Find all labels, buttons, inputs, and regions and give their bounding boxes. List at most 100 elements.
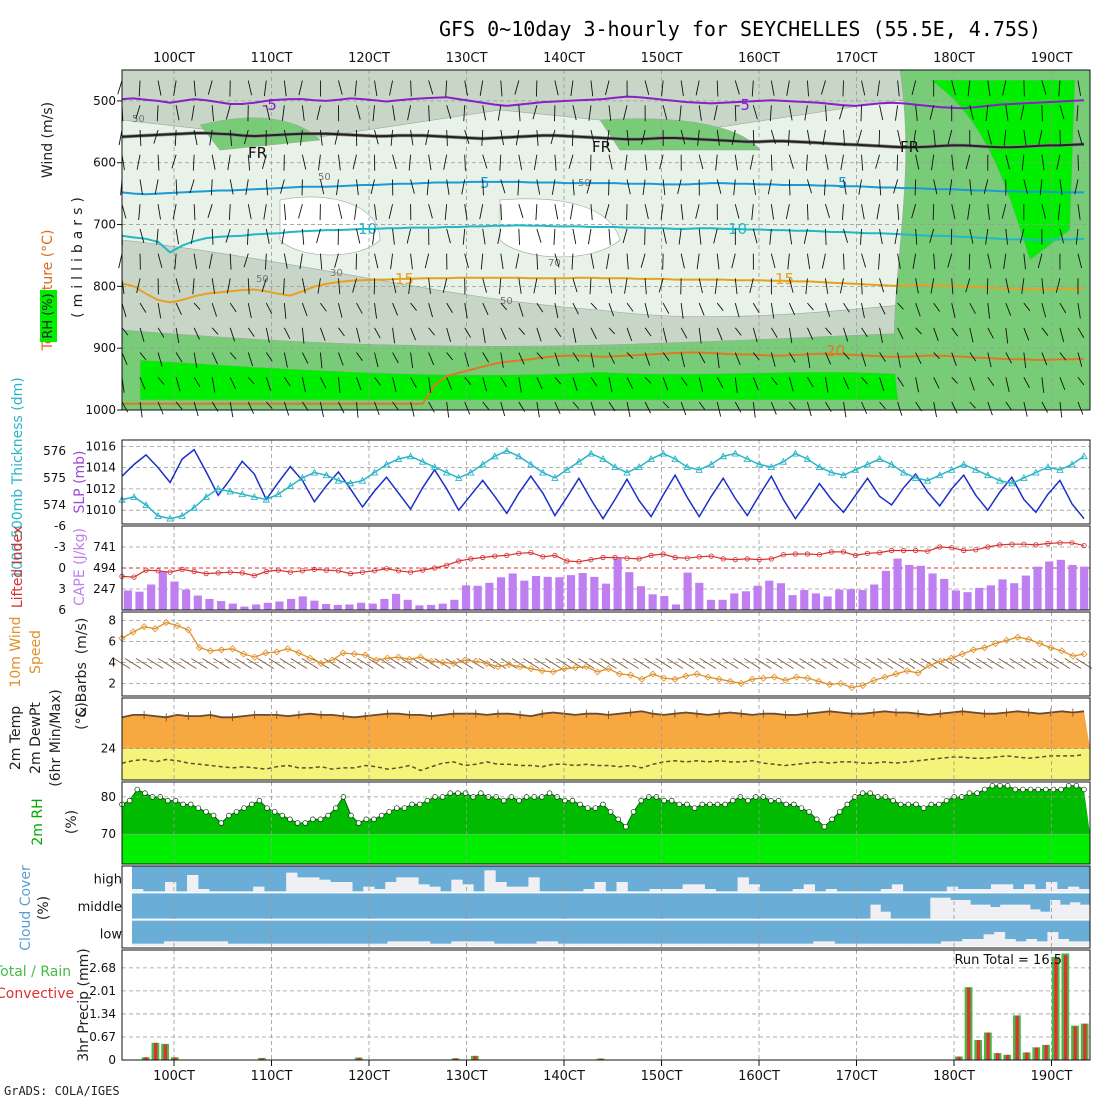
cloud-bar-low	[739, 944, 750, 946]
cape-bar	[334, 605, 342, 610]
wind-barb	[753, 130, 754, 146]
cape-bar	[893, 559, 901, 610]
slp-tick-label: 1010	[85, 503, 116, 517]
time-label-top: 120CT	[348, 51, 390, 66]
wind-barb	[897, 155, 898, 171]
cloud-bar-low	[419, 941, 430, 946]
cloud-bar-high	[892, 884, 903, 891]
contour-label: 15	[395, 270, 414, 288]
rh2m-marker	[921, 806, 926, 811]
ylabel-convective: Convective	[0, 986, 74, 1002]
cloud-bar-high	[738, 877, 749, 891]
cape-bar	[754, 586, 762, 610]
ylabel-total-rain: Total / Rain	[0, 964, 71, 980]
rh2m-marker	[410, 802, 415, 807]
ylabel-millibars: (millibars)	[70, 192, 86, 318]
cloud-bar-high	[495, 882, 506, 891]
precip-tick-label: 2.01	[89, 984, 116, 998]
cloud-bar-low	[345, 944, 356, 946]
wind-barb	[1024, 81, 1025, 97]
cloud-bar-middle	[980, 905, 990, 919]
rh2m-marker	[937, 802, 942, 807]
rh2m-marker	[234, 809, 239, 814]
time-label-bottom: 100CT	[153, 1069, 195, 1084]
cloud-bar-low	[334, 944, 345, 946]
cloud-bar-low	[824, 941, 835, 946]
cloud-bar-high	[594, 882, 605, 891]
precip-convective-bar	[154, 1043, 157, 1060]
cloud-bar-middle	[1000, 905, 1010, 919]
cloud-bar-high	[253, 887, 264, 892]
thickness-tick-label: 574	[43, 498, 66, 512]
cloud-bar-low	[558, 944, 569, 946]
contour-label: 5	[838, 174, 848, 192]
contour-label: FR	[248, 144, 267, 162]
cape-bar	[800, 590, 808, 610]
rh2m-marker	[585, 806, 590, 811]
rh2m-marker	[257, 798, 262, 803]
cloud-bar-middle	[1020, 905, 1030, 919]
cloud-bar-high	[661, 889, 672, 891]
cape-bar	[812, 593, 820, 610]
wind-barb	[951, 229, 952, 245]
ylabel-wind-unit: (m/s)	[74, 618, 90, 655]
time-label-top: 170CT	[836, 51, 878, 66]
cloud-bar-low	[803, 944, 814, 946]
ylabel-rh-unit: (%)	[64, 810, 80, 834]
temp-tick-label: 24	[101, 742, 116, 756]
cloud-bar-low	[952, 941, 963, 946]
cloud-bar-high	[165, 882, 176, 891]
rh2m-marker	[356, 821, 361, 826]
rh2m-marker	[295, 821, 300, 826]
cloud-bar-high	[418, 884, 429, 891]
temp-area	[122, 711, 1090, 748]
cloud-bar-high	[991, 884, 1002, 891]
rh2m-marker	[219, 821, 224, 826]
cloud-bar-low	[430, 944, 441, 946]
cape-bar	[462, 585, 470, 610]
dewpoint-band	[122, 749, 1090, 780]
cloud-bar-high	[528, 877, 539, 891]
cape-bar	[742, 591, 750, 610]
rh-contour-label: 50	[318, 172, 331, 183]
cloud-bar-middle	[1060, 905, 1070, 919]
cape-bar	[963, 592, 971, 610]
cloud-bar-high	[374, 889, 385, 891]
rh2m-marker	[463, 791, 468, 796]
cloud-bar-low	[1079, 941, 1090, 946]
cape-bar	[777, 583, 785, 610]
rh2m-marker	[165, 798, 170, 803]
cloud-bar-low	[664, 944, 675, 946]
cape-bar	[614, 559, 622, 610]
cloud-bar-low	[856, 944, 867, 946]
cloud-bar-low	[568, 944, 579, 946]
cloud-bar-low	[377, 944, 388, 946]
footer-credit: GrADS: COLA/IGES	[4, 1084, 120, 1098]
cloud-bar-low	[941, 941, 952, 946]
wind-barb	[933, 204, 934, 220]
cloud-bar-high	[583, 889, 594, 891]
rh2m-marker	[692, 806, 697, 811]
cape-bar	[240, 607, 248, 610]
precip-convective-bar	[1015, 1016, 1018, 1060]
cloud-bar-high	[793, 889, 804, 891]
cloud-bar-high	[286, 873, 297, 892]
cloud-bar-low	[207, 941, 218, 946]
cloud-bar-low	[324, 944, 335, 946]
ylabel-wind: Wind (m/s)	[40, 102, 56, 178]
rh2m-marker	[226, 813, 231, 818]
rh2m-marker	[1074, 783, 1079, 788]
cloud-bar-low	[185, 941, 196, 946]
rh2m-marker	[898, 802, 903, 807]
cloud-bar-low	[760, 944, 771, 946]
precip-convective-bar	[1083, 1024, 1086, 1060]
cloud-bar-low	[888, 944, 899, 946]
rh2m-marker	[333, 806, 338, 811]
cloud-bar-middle	[970, 905, 980, 919]
cloud-bar-low	[292, 944, 303, 946]
cloud-bar-low	[813, 941, 824, 946]
cape-bar	[357, 603, 365, 610]
cloud-bar-low	[260, 944, 271, 946]
rh2m-marker	[715, 802, 720, 807]
cloud-bar-low	[536, 941, 547, 946]
